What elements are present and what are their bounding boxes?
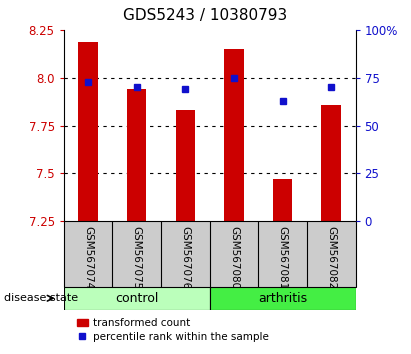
Bar xyxy=(210,287,356,310)
Text: GSM567074: GSM567074 xyxy=(83,227,93,290)
Text: disease state: disease state xyxy=(4,293,78,303)
Bar xyxy=(64,287,210,310)
Bar xyxy=(127,89,146,221)
Bar xyxy=(321,105,341,221)
Text: GSM567080: GSM567080 xyxy=(229,227,239,290)
Text: control: control xyxy=(115,292,158,305)
Bar xyxy=(78,41,98,221)
Text: GDS5243 / 10380793: GDS5243 / 10380793 xyxy=(123,8,288,23)
Text: arthritis: arthritis xyxy=(258,292,307,305)
Bar xyxy=(224,49,244,221)
Text: GSM567076: GSM567076 xyxy=(180,227,190,290)
Legend: transformed count, percentile rank within the sample: transformed count, percentile rank withi… xyxy=(77,319,269,342)
Text: GSM567082: GSM567082 xyxy=(326,227,336,290)
Text: GSM567075: GSM567075 xyxy=(132,227,142,290)
Text: GSM567081: GSM567081 xyxy=(277,227,288,290)
Bar xyxy=(273,179,292,221)
Bar xyxy=(175,110,195,221)
